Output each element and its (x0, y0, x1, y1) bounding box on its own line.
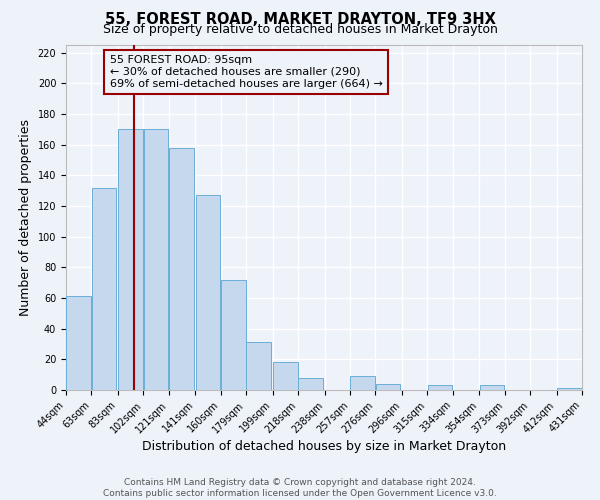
Bar (479, 386, 505, 390)
Bar (67, 296, 91, 390)
Bar (221, 280, 245, 390)
X-axis label: Distribution of detached houses by size in Market Drayton: Distribution of detached houses by size … (142, 440, 506, 454)
Bar (298, 378, 323, 390)
Text: 55 FOREST ROAD: 95sqm
← 30% of detached houses are smaller (290)
69% of semi-det: 55 FOREST ROAD: 95sqm ← 30% of detached … (110, 56, 383, 88)
Text: 55, FOREST ROAD, MARKET DRAYTON, TF9 3HX: 55, FOREST ROAD, MARKET DRAYTON, TF9 3HX (104, 12, 496, 28)
Bar (92, 188, 116, 390)
Bar (247, 342, 271, 390)
Bar (143, 130, 169, 390)
Bar (273, 362, 298, 390)
Text: Size of property relative to detached houses in Market Drayton: Size of property relative to detached ho… (103, 22, 497, 36)
Bar (169, 148, 194, 390)
Bar (428, 386, 452, 390)
Bar (196, 196, 220, 390)
Bar (557, 388, 581, 390)
Text: Contains HM Land Registry data © Crown copyright and database right 2024.
Contai: Contains HM Land Registry data © Crown c… (103, 478, 497, 498)
Bar (376, 384, 400, 390)
Bar (118, 130, 143, 390)
Bar (350, 376, 375, 390)
Y-axis label: Number of detached properties: Number of detached properties (19, 119, 32, 316)
